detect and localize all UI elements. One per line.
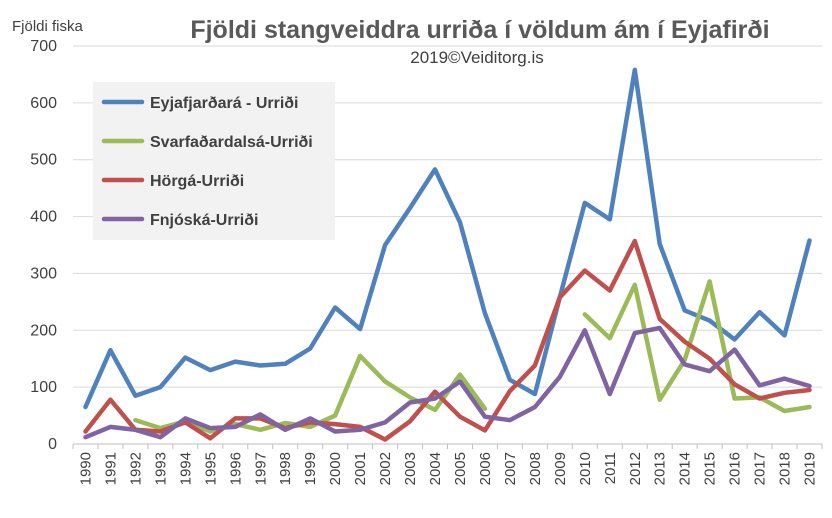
x-tick-label: 1992 bbox=[127, 452, 144, 485]
x-tick-label: 2005 bbox=[452, 452, 469, 485]
x-tick-label: 1993 bbox=[152, 452, 169, 485]
x-tick-label: 2003 bbox=[402, 452, 419, 485]
x-tick-label: 1994 bbox=[177, 452, 194, 485]
x-tick-label: 1998 bbox=[277, 452, 294, 485]
y-tick-label: 700 bbox=[30, 38, 57, 55]
x-tick-label: 2008 bbox=[527, 452, 544, 485]
x-tick-label: 2007 bbox=[502, 452, 519, 485]
x-tick-label: 2009 bbox=[552, 452, 569, 485]
series-line-2-segment-0 bbox=[83, 238, 812, 442]
y-tick-label: 500 bbox=[30, 152, 57, 169]
chart-subtitle: 2019©Veiditorg.is bbox=[410, 48, 544, 67]
x-tick-label: 2018 bbox=[777, 452, 794, 485]
x-tick-label: 2015 bbox=[702, 452, 719, 485]
y-tick-label: 100 bbox=[30, 379, 57, 396]
y-tick-label: 200 bbox=[30, 322, 57, 339]
x-tick-label: 2019 bbox=[802, 452, 819, 485]
x-tick-label: 2013 bbox=[652, 452, 669, 485]
x-tick-label: 1997 bbox=[252, 452, 269, 485]
legend-label: Hörgá-Urriði bbox=[150, 173, 244, 190]
series-line-1-segment-0 bbox=[133, 353, 488, 434]
legend: Eyjafjarðará - Urriði Svarfaðardalsá-Urri… bbox=[93, 82, 335, 240]
x-tick-label: 2016 bbox=[727, 452, 744, 485]
series-line-0-segment-0 bbox=[83, 67, 812, 410]
y-axis-label: Fjöldi fiska bbox=[12, 18, 84, 35]
x-tick-label: 2001 bbox=[352, 452, 369, 485]
x-tick-label: 1995 bbox=[202, 452, 219, 485]
y-tick-label: 300 bbox=[30, 265, 57, 282]
x-tick-label: 2006 bbox=[477, 452, 494, 485]
x-tick-label: 1996 bbox=[227, 452, 244, 485]
x-tick-label: 1990 bbox=[77, 452, 94, 485]
legend-background bbox=[93, 82, 335, 240]
series-lines bbox=[83, 67, 812, 442]
x-tick-label: 2014 bbox=[677, 452, 694, 485]
x-tick-label: 1999 bbox=[302, 452, 319, 485]
x-tick-label: 2012 bbox=[627, 452, 644, 485]
series-line-3-segment-0 bbox=[83, 325, 812, 440]
x-tick-label: 2010 bbox=[577, 452, 594, 485]
legend-label: Svarfaðardalsá-Urriði bbox=[150, 134, 313, 151]
x-tick-label: 2002 bbox=[377, 452, 394, 485]
axes: 0 100 200 300 400 500 600 700 1990 1991 1992 1993 19… bbox=[30, 38, 823, 485]
y-tick-label: 400 bbox=[30, 209, 57, 226]
x-tick-label: 2004 bbox=[427, 452, 444, 485]
chart-title: Fjöldi stangveiddra urriða í völdum ám í… bbox=[190, 16, 769, 44]
x-tick-label: 1991 bbox=[102, 452, 119, 485]
legend-label: Fnjóská-Urriði bbox=[150, 212, 258, 229]
x-tick-label: 2011 bbox=[602, 452, 619, 484]
x-tick-label: 2000 bbox=[327, 452, 344, 485]
legend-label: Eyjafjarðará - Urriði bbox=[150, 95, 299, 112]
y-tick-label: 600 bbox=[30, 95, 57, 112]
x-tick-label: 2017 bbox=[752, 452, 769, 485]
series-line-1-segment-2 bbox=[582, 279, 812, 414]
y-tick-label: 0 bbox=[48, 436, 57, 453]
